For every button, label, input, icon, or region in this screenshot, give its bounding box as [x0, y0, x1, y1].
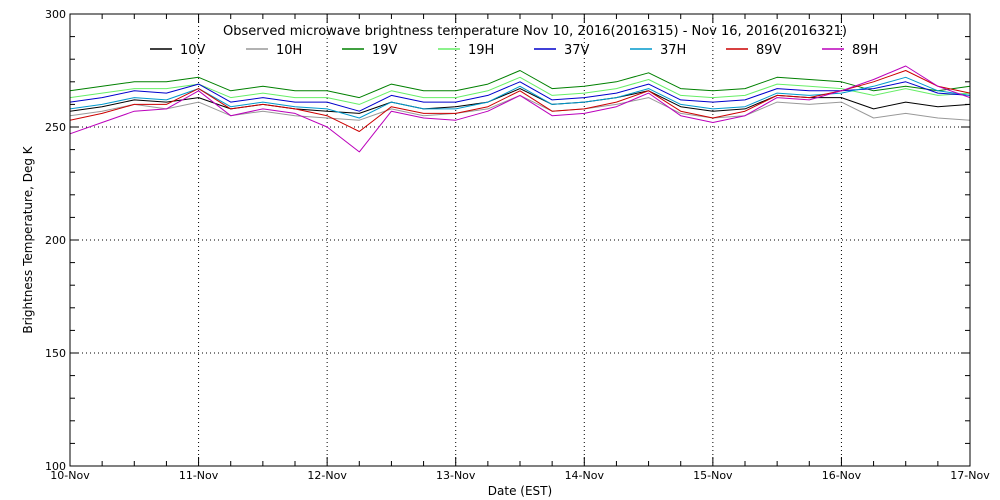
y-tick-label: 300 — [45, 8, 66, 21]
y-axis-label: Brightness Temperature, Deg K — [21, 145, 35, 333]
series-line-19h — [69, 76, 971, 105]
legend-label: 19V — [372, 43, 398, 58]
tick-labels: 100 150 200 250 300 10-Nov 11-Nov 12-Nov 13-Nov 1… — [45, 8, 990, 482]
series-line-19v — [69, 70, 971, 99]
legend-label: 37H — [660, 43, 686, 58]
legend-label: 10H — [276, 43, 302, 58]
series-lines — [69, 65, 971, 153]
series-line-37v — [69, 81, 971, 112]
y-tick-label: 200 — [45, 234, 66, 247]
x-tick-label: 16-Nov — [822, 469, 862, 482]
chart-title: Observed microwave brightness temperatur… — [223, 24, 847, 39]
legend-label: 89H — [852, 43, 878, 58]
x-tick-label: 11-Nov — [179, 469, 219, 482]
legend-label: 19H — [468, 43, 494, 58]
legend-label: 89V — [756, 43, 782, 58]
x-tick-label: 14-Nov — [565, 469, 605, 482]
x-tick-label: 15-Nov — [693, 469, 733, 482]
series-line-10h — [69, 94, 971, 121]
legend: 10V 10H 19V 19H 37V 37H 89V 89H — [150, 43, 878, 58]
x-tick-label: 12-Nov — [307, 469, 347, 482]
grid — [70, 14, 970, 466]
plot-frame — [69, 13, 971, 467]
legend-label: 10V — [180, 43, 206, 58]
y-tick-label: 100 — [45, 460, 66, 473]
x-tick-label: 13-Nov — [436, 469, 476, 482]
x-tick-label: 10-Nov — [50, 469, 90, 482]
series-line-10v — [69, 88, 971, 114]
y-tick-label: 250 — [45, 121, 66, 134]
series-line-89h — [69, 65, 971, 153]
series-line-89v — [69, 70, 971, 132]
legend-label: 37V — [564, 43, 590, 58]
series-line-37h — [69, 76, 971, 119]
x-tick-label: 17-Nov — [950, 469, 990, 482]
x-axis-label: Date (EST) — [488, 484, 552, 498]
y-tick-label: 150 — [45, 347, 66, 360]
